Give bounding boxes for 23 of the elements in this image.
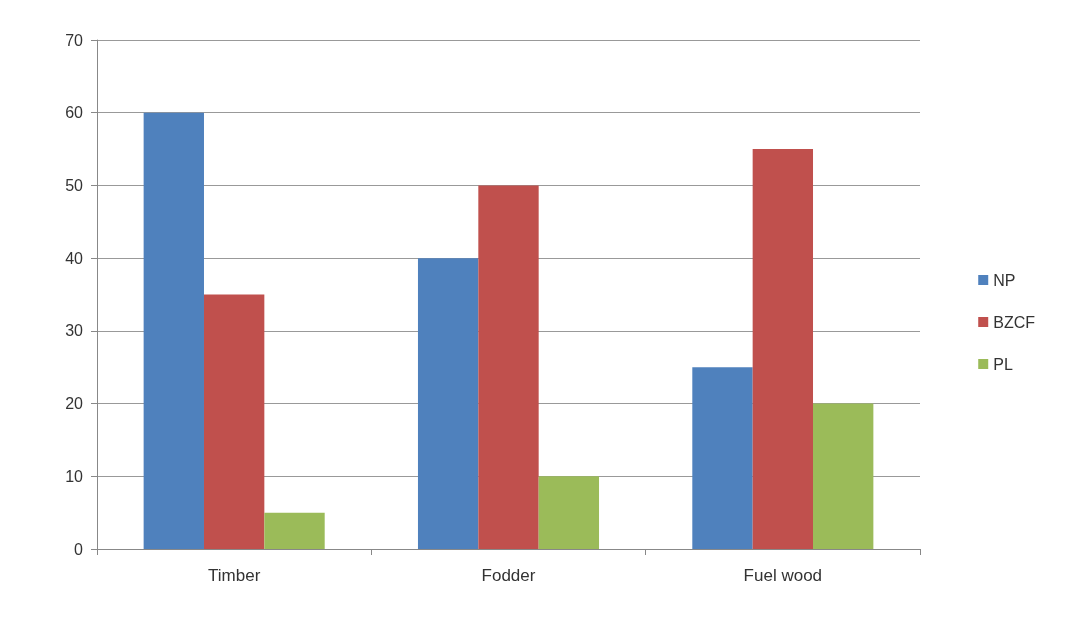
bar (692, 367, 753, 549)
x-tick-label: Fuel wood (743, 566, 823, 585)
legend-label: BZCF (993, 313, 1036, 331)
bar (538, 476, 600, 549)
y-tick-label: 40 (65, 249, 84, 267)
bar (143, 112, 204, 549)
bar (478, 185, 539, 549)
y-tick-label: 20 (65, 395, 84, 413)
y-tick-label: 50 (65, 176, 84, 194)
legend-label: PL (993, 355, 1013, 373)
bar (417, 258, 479, 549)
bar (264, 512, 325, 549)
y-tick-label: 10 (65, 467, 84, 485)
bar (203, 294, 265, 549)
y-tick-label: 30 (65, 322, 84, 340)
y-tick-label: 0 (74, 540, 84, 558)
bar (813, 403, 874, 549)
y-tick-label: 60 (65, 104, 84, 122)
y-tick-label: 70 (65, 31, 84, 49)
x-tick-label: Fodder (481, 566, 536, 585)
x-tick-label: Timber (208, 566, 261, 585)
bar (752, 149, 814, 549)
legend-label: NP (993, 271, 1016, 289)
